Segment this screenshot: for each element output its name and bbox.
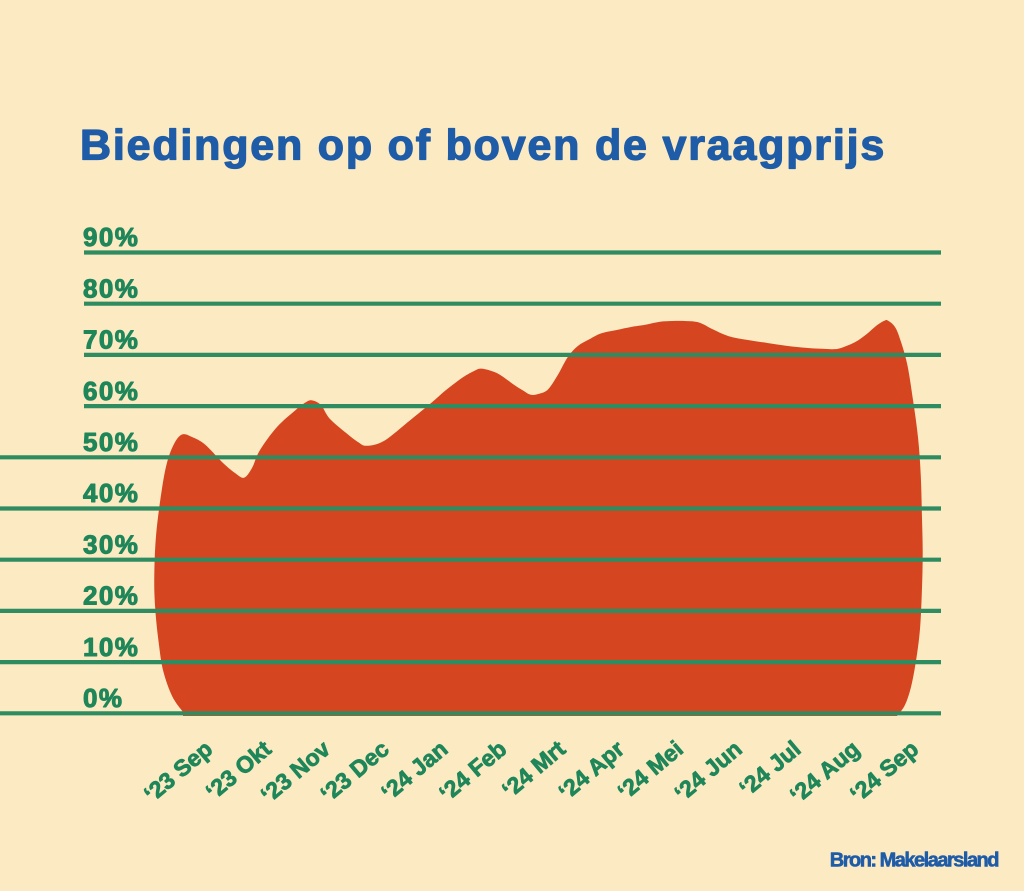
svg-text:70%: 70% <box>83 325 139 355</box>
svg-text:0%: 0% <box>83 683 123 713</box>
svg-text:10%: 10% <box>83 632 139 662</box>
svg-text:Biedingen op of boven de vraag: Biedingen op of boven de vraagprijs <box>80 122 886 170</box>
svg-text:Bron: Makelaarsland: Bron: Makelaarsland <box>830 850 999 872</box>
svg-text:50%: 50% <box>83 427 139 457</box>
svg-text:90%: 90% <box>83 222 139 252</box>
svg-text:60%: 60% <box>83 376 139 406</box>
svg-text:20%: 20% <box>83 581 139 611</box>
svg-text:40%: 40% <box>83 478 139 508</box>
svg-text:80%: 80% <box>83 273 139 303</box>
svg-text:30%: 30% <box>83 529 139 559</box>
